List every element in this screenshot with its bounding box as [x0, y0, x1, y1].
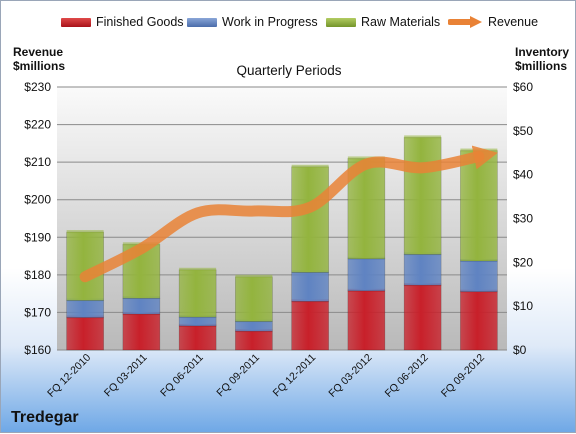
bar-finished-goods-7: [403, 284, 442, 351]
bar-raw-materials-5: [291, 166, 329, 273]
revenue-point-6: [366, 164, 367, 165]
right-tick-label: $40: [513, 168, 533, 182]
bar-finished-goods-6: [347, 290, 386, 351]
category-label-6: FQ 03-2012: [326, 352, 374, 400]
bar-finished-goods-5: [291, 301, 329, 351]
bar-cap-raw-materials-3: [179, 267, 217, 271]
right-tick-label: $30: [513, 212, 533, 226]
legend-swatch-finished-goods: [61, 17, 91, 27]
revenue-point-4: [253, 210, 254, 211]
bar-work-in-progress-8: [460, 260, 498, 293]
bar-finished-goods-3: [178, 325, 217, 351]
left-tick-label: $220: [24, 118, 51, 132]
category-label-5: FQ 12-2011: [271, 352, 319, 400]
bar-cap-raw-materials-4: [235, 274, 273, 278]
legend-label-revenue: Revenue: [488, 15, 539, 29]
legend-item-raw-materials: Raw Materials: [326, 15, 440, 29]
bar-raw-materials-7: [403, 137, 442, 255]
bar-cap-raw-materials-7: [404, 135, 442, 139]
right-tick-label: $60: [513, 80, 533, 94]
legend-item-work-in-progress: Work in Progress: [187, 15, 318, 29]
revenue-point-2: [141, 248, 142, 249]
bar-work-in-progress-3: [178, 316, 217, 327]
left-tick-label: $210: [24, 155, 51, 169]
left-tick-label: $180: [24, 268, 51, 282]
bar-finished-goods-4: [235, 330, 273, 351]
revenue-point-8: [478, 156, 479, 157]
bar-raw-materials-3: [178, 269, 217, 318]
right-axis-label: Inventory $millions: [515, 45, 570, 73]
legend-label-finished-goods: Finished Goods: [96, 15, 184, 29]
bar-work-in-progress-1: [66, 300, 104, 318]
revenue-point-7: [422, 167, 423, 168]
revenue-point-5: [310, 207, 311, 208]
chart-subtitle: Quarterly Periods: [236, 63, 342, 78]
right-tick-label: $10: [513, 299, 533, 313]
legend: Finished Goods Work in Progress Raw Mate…: [1, 15, 576, 35]
bar-raw-materials-8: [460, 150, 498, 262]
legend-swatch-work-in-progress: [187, 17, 217, 27]
legend-item-revenue: Revenue: [448, 15, 538, 29]
category-label-2: FQ 03-2011: [102, 352, 150, 400]
category-label-1: FQ 12-2010: [45, 352, 93, 400]
bar-finished-goods-1: [66, 317, 104, 351]
right-tick-label: $20: [513, 255, 533, 269]
left-tick-label: $200: [24, 193, 51, 207]
bar-cap-raw-materials-1: [66, 230, 104, 234]
revenue-point-3: [197, 212, 198, 213]
bar-work-in-progress-5: [291, 272, 329, 302]
legend-swatch-raw-materials: [326, 17, 356, 27]
right-tick-label: $0: [513, 343, 527, 357]
right-tick-label: $50: [513, 124, 533, 138]
category-label-4: FQ 09-2011: [214, 352, 262, 400]
bar-cap-raw-materials-5: [291, 164, 329, 168]
category-label-8: FQ 09-2012: [439, 352, 487, 400]
left-tick-label: $190: [24, 230, 51, 244]
category-label-3: FQ 06-2011: [158, 352, 206, 400]
revenue-point-1: [85, 276, 86, 277]
bar-work-in-progress-2: [122, 297, 161, 315]
bar-raw-materials-4: [235, 276, 273, 322]
revenue-line: [79, 145, 498, 283]
left-tick-label: $170: [24, 305, 51, 319]
legend-label-work-in-progress: Work in Progress: [222, 15, 318, 29]
bar-cap-raw-materials-6: [347, 156, 385, 160]
left-axis-label: Revenue $millions: [13, 45, 66, 73]
legend-item-finished-goods: Finished Goods: [61, 15, 184, 29]
legend-label-raw-materials: Raw Materials: [361, 15, 441, 29]
category-label-7: FQ 06-2012: [383, 352, 431, 400]
bar-finished-goods-8: [460, 291, 498, 351]
company-name: Tredegar: [11, 409, 79, 426]
left-tick-label: $160: [24, 343, 51, 357]
bar-work-in-progress-6: [347, 258, 386, 292]
bar-work-in-progress-4: [235, 321, 273, 332]
legend-arrow-icon: [448, 16, 482, 28]
bar-finished-goods-2: [122, 313, 161, 351]
bar-work-in-progress-7: [403, 254, 442, 286]
left-tick-label: $230: [24, 80, 51, 94]
